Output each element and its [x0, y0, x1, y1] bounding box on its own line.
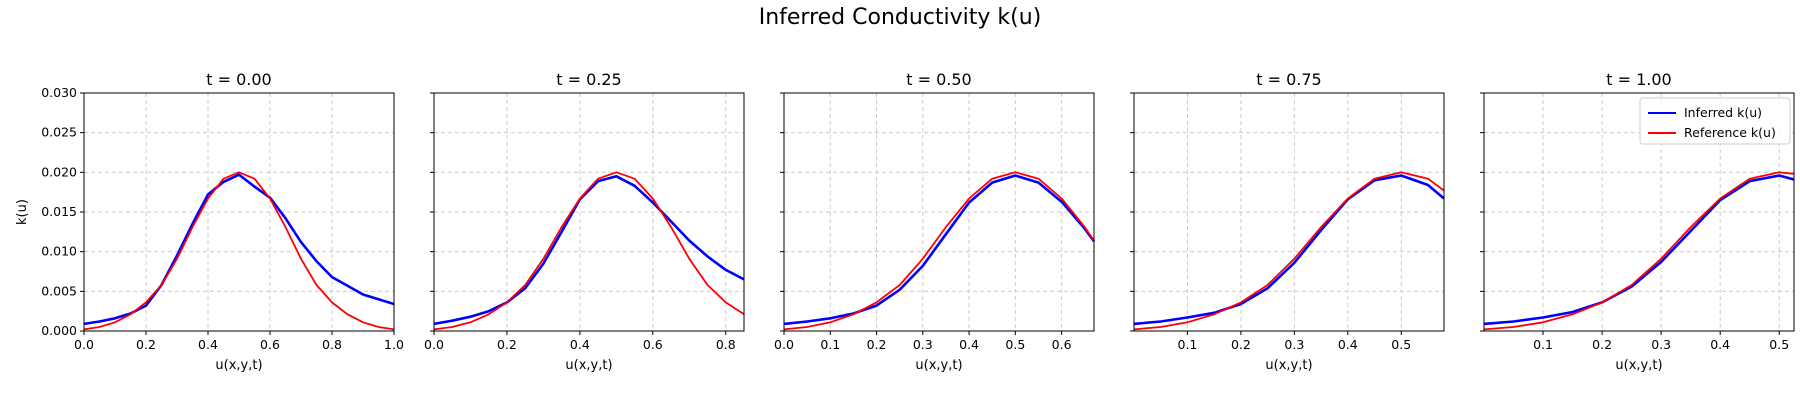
x-axis-label: u(x,y,t): [565, 358, 612, 373]
subplot-3: 0.0 0.1 0.2 0.3 0.4 0.5 0.6 t = 0.50 u(x,y,t): [774, 70, 1096, 373]
x-tick-label: 0.5: [1005, 337, 1025, 352]
x-axis-label: u(x,y,t): [215, 358, 262, 373]
series-line-inferred: [1483, 174, 1795, 326]
x-tick-label: 0.4: [959, 337, 979, 352]
series-line-inferred: [1133, 174, 1445, 326]
x-tick-label: 0.3: [913, 337, 933, 352]
legend-label: Inferred k(u): [1684, 105, 1762, 120]
y-tick-label: 0.000: [41, 323, 77, 338]
series-line-reference: [1483, 171, 1795, 331]
x-tick-label: 0.4: [198, 337, 218, 352]
y-tick-label: 0.010: [41, 244, 77, 259]
x-tick-label: 0.3: [1651, 337, 1671, 352]
x-tick-label: 0.5: [1769, 337, 1789, 352]
series-line-inferred: [433, 175, 745, 326]
series-line-reference: [1133, 171, 1445, 331]
y-tick-label: 0.025: [41, 125, 77, 140]
series-line-reference: [83, 171, 395, 331]
series-line-inferred: [783, 174, 1096, 326]
x-tick-label: 0.5: [1391, 337, 1411, 352]
x-tick-label: 0.4: [1710, 337, 1730, 352]
x-tick-label: 0.2: [1231, 337, 1251, 352]
y-tick-label: 0.005: [41, 283, 77, 298]
x-tick-label: 1.0: [384, 337, 404, 352]
x-tick-label: 0.2: [1592, 337, 1612, 352]
x-tick-label: 0.0: [774, 337, 794, 352]
x-tick-label: 0.6: [643, 337, 663, 352]
x-tick-label: 0.2: [136, 337, 156, 352]
x-tick-label: 0.2: [867, 337, 887, 352]
x-tick-label: 0.8: [716, 337, 736, 352]
x-tick-label: 0.0: [74, 337, 94, 352]
y-tick-label: 0.015: [41, 204, 77, 219]
subplot-title: t = 0.00: [206, 70, 271, 89]
subplot-grid: 0.0 0.2 0.4 0.6 0.8 1.0 0.000 0.005 0.010 0.015 0.…: [15, 70, 1795, 373]
series-line-reference: [433, 171, 745, 331]
y-tick-label: 0.030: [41, 85, 77, 100]
subplot-5: 0.1 0.2 0.3 0.4 0.5 t = 1.00 u(x,y,t) Inferred …: [1480, 70, 1795, 373]
subplot-2: 0.0 0.2 0.4 0.6 0.8 t = 0.25 u(x,y,t): [424, 70, 745, 373]
x-tick-label: 0.1: [1533, 337, 1553, 352]
x-tick-label: 0.1: [820, 337, 840, 352]
subplot-title: t = 0.50: [906, 70, 971, 89]
figure-title: Inferred Conductivity k(u): [759, 5, 1042, 30]
x-tick-label: 0.2: [497, 337, 517, 352]
x-tick-label: 0.8: [322, 337, 342, 352]
subplot-title: t = 0.25: [556, 70, 621, 89]
subplot-title: t = 0.75: [1256, 70, 1321, 89]
x-axis-label: u(x,y,t): [1265, 358, 1312, 373]
x-tick-label: 0.4: [570, 337, 590, 352]
x-tick-label: 0.6: [260, 337, 280, 352]
series-line-inferred: [83, 173, 395, 326]
x-tick-label: 0.1: [1178, 337, 1198, 352]
y-axis-label: k(u): [15, 199, 30, 225]
x-tick-label: 0.3: [1284, 337, 1304, 352]
x-axis-label: u(x,y,t): [915, 358, 962, 373]
y-tick-label: 0.020: [41, 164, 77, 179]
subplot-1: 0.0 0.2 0.4 0.6 0.8 1.0 0.000 0.005 0.010 0.015 0.…: [15, 70, 404, 373]
subplot-title: t = 1.00: [1606, 70, 1671, 89]
x-tick-label: 0.6: [1052, 337, 1072, 352]
x-tick-label: 0.4: [1338, 337, 1358, 352]
legend-label: Reference k(u): [1684, 125, 1776, 140]
x-axis-label: u(x,y,t): [1615, 358, 1662, 373]
x-tick-label: 0.0: [424, 337, 444, 352]
legend-box: [1639, 97, 1791, 145]
legend: Inferred k(u) Reference k(u): [1639, 97, 1791, 145]
subplot-4: 0.1 0.2 0.3 0.4 0.5 t = 0.75 u(x,y,t): [1130, 70, 1445, 373]
series-line-reference: [783, 171, 1095, 331]
